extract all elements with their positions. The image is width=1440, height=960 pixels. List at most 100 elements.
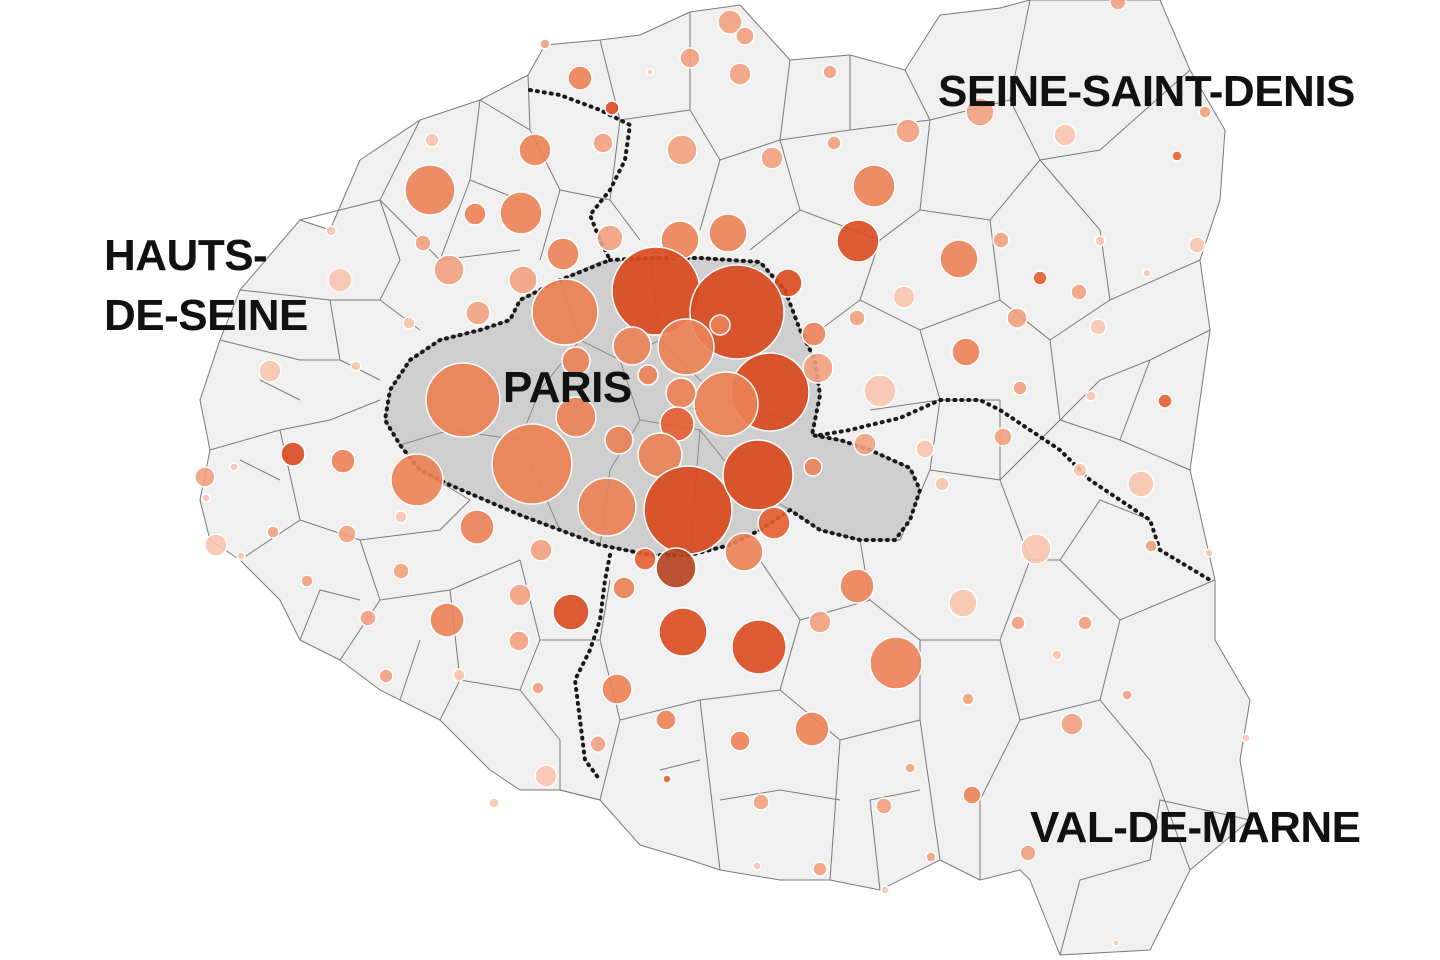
commune-bubble [604,100,620,116]
commune-bubble [951,337,981,367]
commune-bubble [561,346,591,376]
boundary-hds-ssd-north [528,88,633,262]
commune-bubble [1112,939,1120,947]
commune-bubble [539,38,551,50]
commune-bubble [1121,689,1133,701]
commune-bubble [939,239,979,279]
commune-bubble [499,191,543,235]
commune-bubble [689,264,785,360]
commune-bubble [612,576,636,600]
commune-bubble [529,538,553,562]
commune-bubble [646,68,654,76]
commune-bubble [1077,615,1093,631]
commune-bubble [666,134,698,166]
commune-bubble [459,509,495,545]
commune-bubble [204,533,228,557]
commune-bubble [266,525,280,539]
commune-bubble [390,453,444,507]
commune-bubble [425,362,501,438]
commune-bubble [848,309,866,327]
commune-bubble [1032,270,1048,286]
commune-bubble [731,619,787,675]
label-hauts-de-seine-line1: HAUTS- [104,231,268,280]
commune-bubble [895,118,921,144]
department-boundaries [382,88,1212,782]
commune-bubble [993,427,1013,447]
commune-bubble [1072,462,1088,478]
commune-bubble [330,448,356,474]
boundary-paris [382,256,923,557]
commune-bubble [869,636,923,690]
commune-bubble [752,861,762,871]
commune-bubble [658,607,708,657]
commune-bubble [1089,318,1107,336]
commune-bubble [491,423,573,505]
commune-bubble [693,371,759,437]
commune-bubble [657,318,715,376]
commune-bubble [596,224,624,252]
commune-bubble [662,774,672,784]
commune-bubble [433,254,465,286]
label-paris: PARIS [503,363,632,412]
commune-bubble [934,476,950,492]
commune-bubble [392,562,410,580]
commune-bubble [404,164,456,216]
commune-bubble [637,364,659,386]
commune-bubble [1204,548,1214,558]
commune-bubble [875,797,893,815]
commune-bubble [327,267,353,293]
commune-bubble [429,602,465,638]
commune-bubble [665,377,697,409]
commune-bubble [633,547,657,571]
commune-bubble [722,439,794,511]
commune-bubble [962,785,982,805]
commune-bubble [752,793,770,811]
commune-bubble [194,466,216,488]
commune-bubble [604,425,634,455]
commune-bubble [378,668,394,684]
commune-bubble [1006,307,1028,329]
commune-bubble [394,510,408,524]
commune-bubble [589,735,607,753]
commune-bubble [534,764,558,788]
commune-bubble [717,9,743,35]
commune-bubble [965,97,995,127]
commune-bubble [822,64,838,80]
commune-bubble [655,547,697,589]
commune-bubble [1051,649,1063,661]
commune-bubble [508,583,532,607]
label-seine-saint-denis: SEINE-SAINT-DENIS [938,67,1355,116]
commune-bubble [802,352,834,384]
commune-bubble [760,146,784,170]
commune-bubble [325,225,337,237]
commune-bubble [1241,733,1251,743]
commune-bubble [201,493,211,503]
commune-bubble [839,568,875,604]
commune-bubble [236,551,246,561]
commune-bubble [1144,539,1158,553]
commune-bubble [794,711,830,747]
commune-bubble [488,797,500,809]
commune-bubble [643,465,733,555]
commune-bubble [1188,236,1206,254]
commune-bubble [518,133,552,167]
commune-bubble [414,234,432,252]
commune-bubble [463,202,487,226]
commune-bubble [508,630,530,652]
commune-bubble [337,524,357,544]
commune-bubble [655,709,677,731]
commune-bubble [757,506,791,540]
commune-bubble [1171,150,1183,162]
commune-bubble [300,574,314,588]
commune-bubble [555,396,597,438]
commune-bubble [1127,470,1155,498]
commune-bubble [1020,533,1052,565]
commune-bubble [552,593,590,631]
commune-bubble [1010,615,1026,631]
commune-bubble [402,316,416,330]
commune-bubble [915,439,935,459]
commune-bubble [729,730,751,752]
commune-bubble [925,851,937,863]
label-hauts-de-seine-line2: DE-SEINE [104,291,308,340]
commune-bubble [904,762,916,774]
